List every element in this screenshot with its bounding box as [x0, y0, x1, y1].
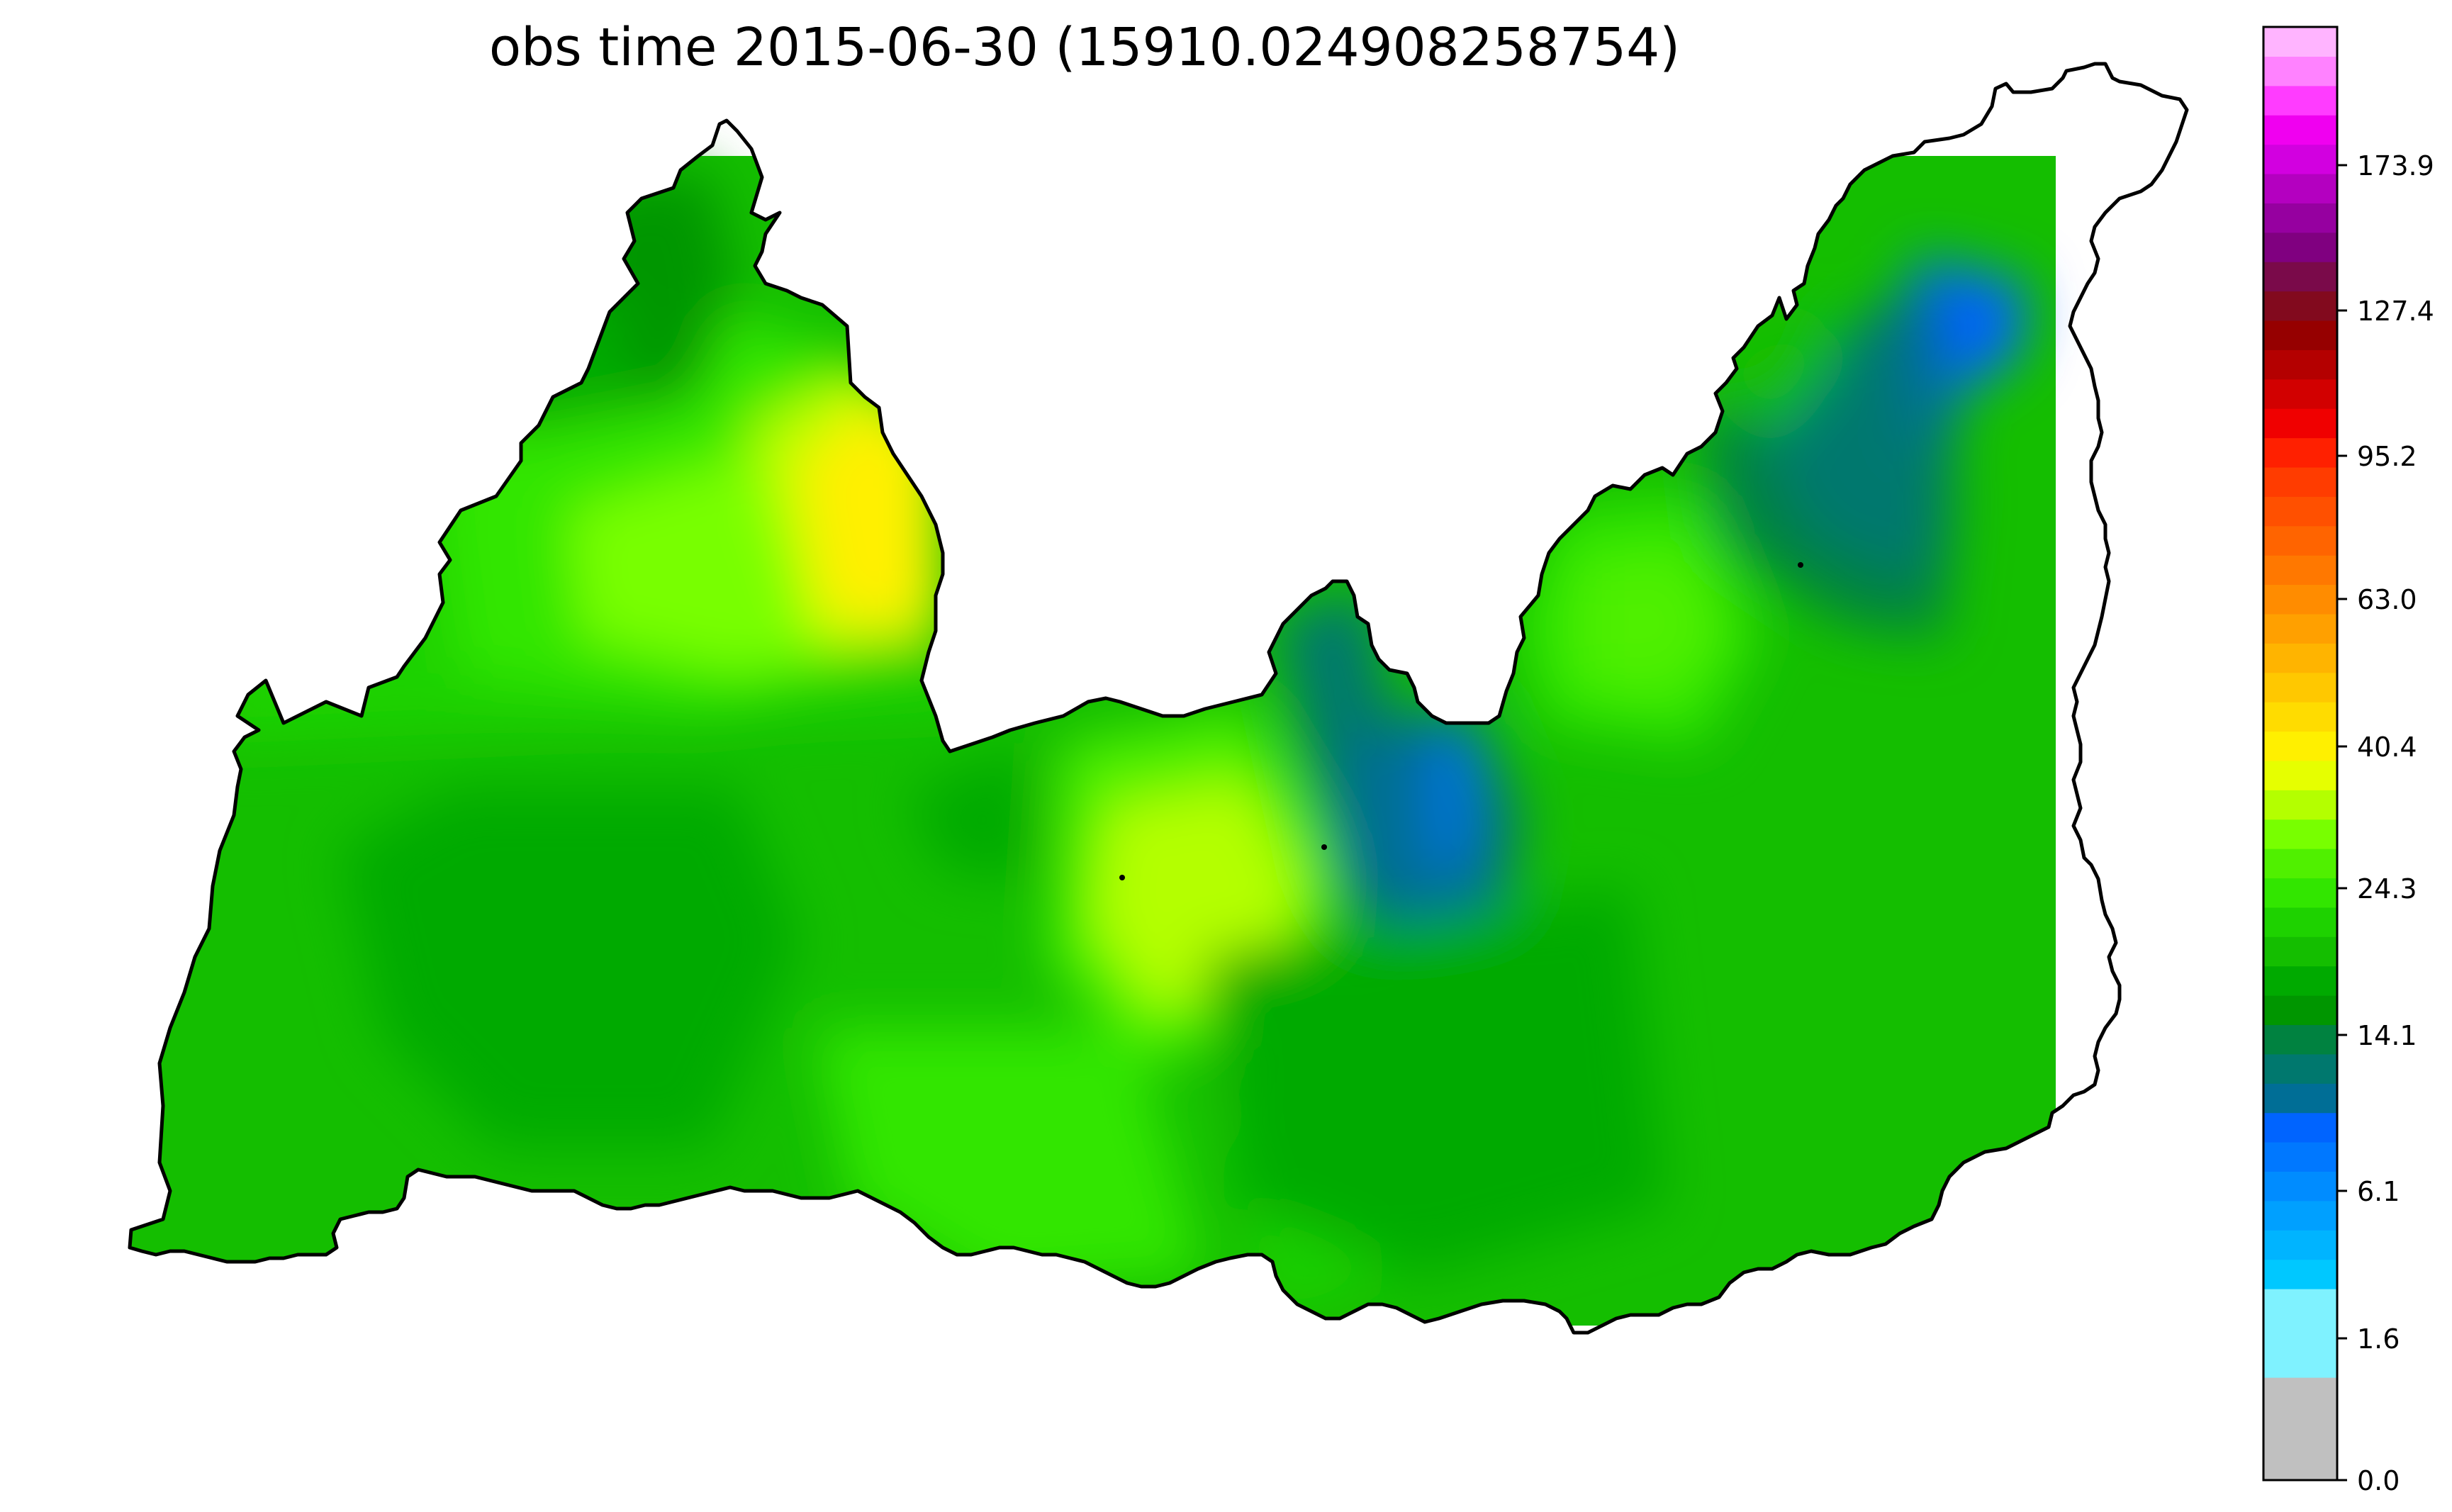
colorbar-band: [2263, 1053, 2337, 1084]
colorbar-band: [2263, 849, 2337, 879]
colorbar-tick-label: 40.4: [2357, 732, 2417, 763]
colorbar-band: [2263, 878, 2337, 908]
colorbar-tick-label: 14.1: [2357, 1020, 2417, 1051]
colorbar-band: [2263, 1024, 2337, 1055]
colorbar-band: [2263, 56, 2337, 86]
colorbar-band: [2263, 965, 2337, 996]
colorbar-tick-label: 1.6: [2357, 1323, 2400, 1355]
colorbar-band: [2263, 525, 2337, 556]
colorbar-band: [2263, 1083, 2337, 1114]
colorbar-band: [2263, 1142, 2337, 1172]
colorbar-tick-label: 24.3: [2357, 873, 2417, 905]
colorbar-band: [2263, 819, 2337, 849]
colorbar-band: [2263, 203, 2337, 233]
colorbar-tick-label: 173.9: [2357, 150, 2434, 181]
colorbar-band: [2263, 232, 2337, 262]
station-dot: [1119, 875, 1125, 880]
station-dot: [1321, 844, 1327, 850]
colorbar-band: [2263, 1230, 2337, 1260]
colorbar-band: [2263, 1171, 2337, 1202]
colorbar-band: [2263, 85, 2337, 116]
precipitation-map: [128, 62, 2189, 1335]
colorbar-tick-label: 63.0: [2357, 584, 2417, 615]
colorbar-tick-label: 6.1: [2357, 1176, 2400, 1207]
colorbar-band: [2263, 731, 2337, 761]
colorbar-band: [2263, 907, 2337, 937]
region-outline: [128, 62, 2189, 1335]
colorbar-band: [2263, 1200, 2337, 1231]
colorbar-bands: [2263, 27, 2337, 1481]
colorbar-frame: [2262, 26, 2339, 1482]
colorbar-band: [2263, 1377, 2337, 1481]
colorbar-band: [2263, 144, 2337, 174]
colorbar-tick-label: 95.2: [2357, 441, 2417, 472]
colorbar-band: [2263, 584, 2337, 615]
colorbar-band: [2263, 760, 2337, 790]
colorbar-band: [2263, 320, 2337, 350]
colorbar-tick-label: 127.4: [2357, 296, 2434, 327]
colorbar-band: [2263, 936, 2337, 967]
colorbar-band: [2263, 27, 2337, 57]
colorbar-band: [2263, 1112, 2337, 1143]
colorbar-band: [2263, 643, 2337, 673]
colorbar-band: [2263, 995, 2337, 1026]
colorbar-band: [2263, 349, 2337, 380]
colorbar-ticks: 0.0 1.6 6.1 14.1 24.3 40.4 63.0 95.2 127.4 173.9: [2337, 150, 2434, 1496]
colorbar: 0.0 1.6 6.1 14.1 24.3 40.4 63.0 95.2 127.4 173.9: [2262, 26, 2434, 1496]
station-dot: [1798, 562, 1803, 568]
plot-title: obs time 2015-06-30 (15910.024908258754): [489, 17, 1680, 78]
colorbar-band: [2263, 555, 2337, 586]
colorbar-band: [2263, 408, 2337, 439]
colorbar-band: [2263, 262, 2337, 292]
colorbar-band: [2263, 466, 2337, 497]
colorbar-band: [2263, 702, 2337, 732]
colorbar-band: [2263, 1289, 2337, 1378]
colorbar-band: [2263, 1259, 2337, 1289]
colorbar-band: [2263, 115, 2337, 145]
colorbar-tick-label: 0.0: [2357, 1465, 2400, 1496]
colorbar-band: [2263, 496, 2337, 527]
colorbar-band: [2263, 291, 2337, 321]
colorbar-band: [2263, 379, 2337, 409]
contour-fill: [130, 156, 2056, 1326]
colorbar-band: [2263, 790, 2337, 820]
colorbar-band: [2263, 437, 2337, 468]
colorbar-band: [2263, 672, 2337, 702]
colorbar-band: [2263, 173, 2337, 203]
colorbar-band: [2263, 613, 2337, 644]
